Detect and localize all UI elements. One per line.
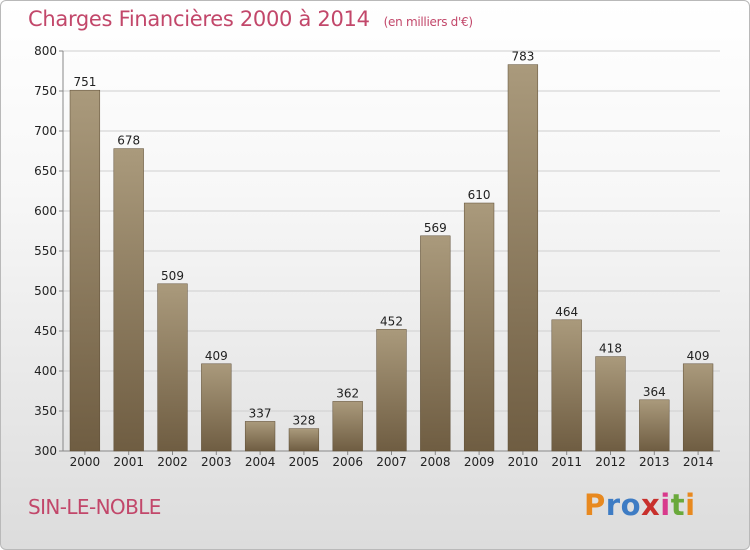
data-label: 337 bbox=[249, 406, 272, 420]
x-tick-label: 2007 bbox=[376, 455, 407, 469]
bar-2010 bbox=[507, 64, 539, 452]
x-tick-label: 2005 bbox=[289, 455, 320, 469]
bar-2003 bbox=[201, 363, 232, 452]
bar-2005 bbox=[288, 428, 320, 452]
y-tick-label: 650 bbox=[34, 164, 57, 178]
x-tick-label: 2013 bbox=[639, 455, 670, 469]
city-name: SIN-LE-NOBLE bbox=[28, 495, 161, 519]
y-tick-label: 600 bbox=[34, 204, 57, 218]
x-tick-label: 2000 bbox=[70, 455, 101, 469]
data-label: 409 bbox=[687, 349, 710, 363]
bar-2007 bbox=[376, 329, 407, 452]
chart-title-text: Charges Financières 2000 à 2014 bbox=[28, 7, 370, 31]
y-tick-label: 550 bbox=[34, 244, 57, 258]
logo-letter: r bbox=[605, 488, 621, 522]
bar-2008 bbox=[420, 235, 451, 452]
x-tick-label: 2010 bbox=[508, 455, 539, 469]
x-tick-labels: 2000 2001 2002 2003 2004 2005 2006 2007 2008 2009… bbox=[70, 455, 714, 469]
bars bbox=[69, 64, 714, 452]
x-tick-label: 2009 bbox=[464, 455, 495, 469]
x-tick-label: 2011 bbox=[551, 455, 582, 469]
chart-title: Charges Financières 2000 à 2014 (en milli… bbox=[28, 7, 473, 31]
bar-2000 bbox=[69, 89, 101, 452]
y-tick-label: 500 bbox=[34, 284, 57, 298]
data-label: 610 bbox=[468, 188, 491, 202]
y-tick-label: 400 bbox=[34, 364, 57, 378]
x-tick-label: 2012 bbox=[595, 455, 626, 469]
logo-letter: i bbox=[685, 488, 696, 522]
logo-letter: P bbox=[584, 488, 606, 522]
x-tick-label: 2006 bbox=[332, 455, 363, 469]
data-label: 569 bbox=[424, 221, 447, 235]
bar-2002 bbox=[157, 283, 188, 452]
bar-2009 bbox=[463, 202, 495, 452]
bar-2004 bbox=[244, 421, 276, 452]
y-tick-label: 450 bbox=[34, 324, 57, 338]
data-label: 452 bbox=[380, 314, 403, 328]
x-tick-label: 2004 bbox=[245, 455, 276, 469]
data-label: 678 bbox=[117, 134, 140, 148]
x-tick-label: 2014 bbox=[683, 455, 714, 469]
logo-letter: x bbox=[641, 488, 661, 522]
data-label: 783 bbox=[511, 50, 534, 64]
data-label: 328 bbox=[292, 414, 315, 428]
y-tick-label: 800 bbox=[34, 44, 57, 58]
y-tick-label: 700 bbox=[34, 124, 57, 138]
y-tick-labels: 300 350 400 450 500 550 600 650 700 750 800 bbox=[34, 44, 57, 458]
bar-2006 bbox=[332, 401, 363, 452]
y-tick-label: 750 bbox=[34, 84, 57, 98]
data-label: 418 bbox=[599, 342, 622, 356]
bar-2011 bbox=[551, 319, 582, 452]
data-label: 751 bbox=[73, 75, 96, 89]
logo-letter: o bbox=[620, 488, 642, 522]
data-label: 409 bbox=[205, 349, 228, 363]
x-tick-label: 2002 bbox=[157, 455, 188, 469]
data-label: 464 bbox=[555, 305, 578, 319]
logo-letter: t bbox=[670, 488, 686, 522]
y-tick-label: 350 bbox=[34, 404, 57, 418]
bar-2013 bbox=[639, 399, 670, 452]
data-label: 364 bbox=[643, 385, 666, 399]
x-tick-label: 2003 bbox=[201, 455, 232, 469]
data-label: 509 bbox=[161, 269, 184, 283]
y-tick-label: 300 bbox=[34, 444, 57, 458]
bar-2014 bbox=[682, 363, 714, 452]
x-tick-label: 2001 bbox=[113, 455, 144, 469]
unit-note: (en milliers d'€) bbox=[383, 15, 473, 29]
data-labels: 751 678 509 409 337 328 362 452 569 610 783 464 418 3… bbox=[73, 50, 709, 428]
bar-2012 bbox=[595, 356, 626, 452]
bar-2001 bbox=[113, 148, 144, 452]
logo-letter: i bbox=[660, 488, 671, 522]
data-label: 362 bbox=[336, 386, 359, 400]
x-tick-label: 2008 bbox=[420, 455, 451, 469]
proxiti-logo[interactable]: Proxiti bbox=[584, 488, 696, 522]
